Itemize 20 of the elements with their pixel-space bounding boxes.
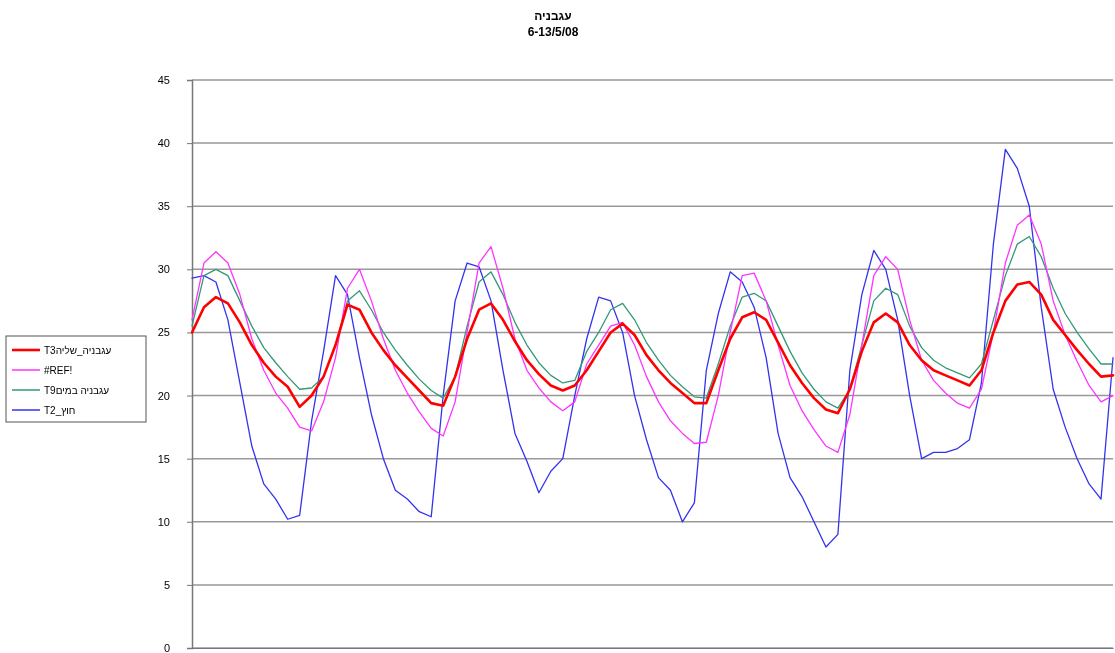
y-tick-label: 5: [163, 578, 170, 591]
y-tick-label: 0: [163, 642, 170, 653]
y-tick-label: 25: [157, 326, 170, 339]
chart-subtitle: 6-13/5/08: [527, 25, 579, 39]
line-series: [191, 235, 1114, 409]
line-series: [190, 280, 1115, 415]
chart-title: עגבניה: [534, 9, 572, 23]
line-series: [191, 214, 1114, 454]
legend-label: T2_חוץ: [44, 405, 76, 416]
y-tick-label: 10: [157, 515, 170, 528]
y-tick-label: 35: [157, 200, 170, 213]
y-tick-label: 15: [157, 452, 170, 465]
y-tick-label: 40: [157, 137, 170, 150]
y-tick-label: 20: [157, 389, 170, 402]
legend-label: #REF!: [44, 365, 73, 376]
line-series: [191, 148, 1114, 548]
y-tick-label: 45: [157, 74, 170, 87]
y-tick-label: 30: [157, 263, 170, 276]
legend-label: T3עגבניה_שליה: [44, 345, 112, 356]
legend-label: T9עגבניה במים: [44, 385, 110, 396]
